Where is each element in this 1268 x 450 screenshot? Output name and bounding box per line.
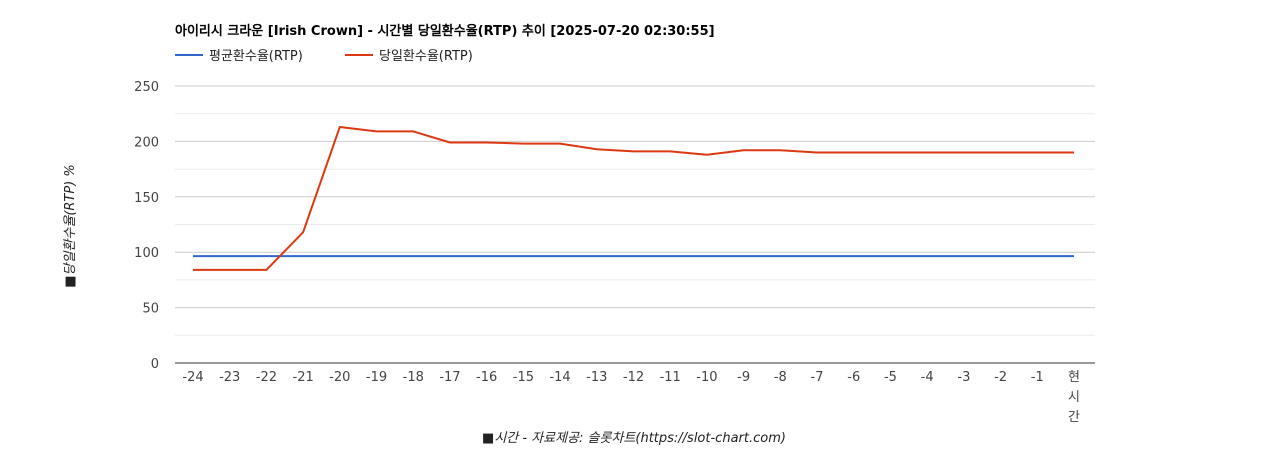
- legend-item-0[interactable]: 평균환수율(RTP): [175, 49, 303, 64]
- data-point[interactable]: [924, 253, 930, 259]
- series-lines: [190, 124, 1077, 273]
- data-point[interactable]: [961, 149, 967, 155]
- x-tick-label: -19: [366, 370, 387, 385]
- data-point[interactable]: [190, 253, 196, 259]
- data-point[interactable]: [851, 253, 857, 259]
- data-point[interactable]: [557, 253, 563, 259]
- data-point[interactable]: [1034, 149, 1040, 155]
- data-point[interactable]: [374, 128, 380, 134]
- data-point[interactable]: [410, 128, 416, 134]
- x-tick-label: -22: [256, 370, 277, 385]
- data-point[interactable]: [374, 253, 380, 259]
- data-point[interactable]: [410, 253, 416, 259]
- data-point[interactable]: [924, 149, 930, 155]
- y-tick-label: 150: [134, 191, 159, 206]
- x-tick-label: -16: [476, 370, 497, 385]
- data-point[interactable]: [337, 124, 343, 130]
- data-point[interactable]: [557, 141, 563, 147]
- data-point[interactable]: [887, 149, 893, 155]
- data-point[interactable]: [594, 146, 600, 152]
- data-point[interactable]: [777, 253, 783, 259]
- x-tick-label: -11: [660, 370, 681, 385]
- x-tick-label: -24: [182, 370, 203, 385]
- x-tick-label: -13: [586, 370, 607, 385]
- data-point[interactable]: [1034, 253, 1040, 259]
- x-tick-label: -2: [994, 370, 1007, 385]
- legend-label: 평균환수율(RTP): [209, 49, 303, 64]
- legend[interactable]: 평균환수율(RTP) 당일환수율(RTP): [175, 49, 473, 64]
- x-tick-label: -1: [1031, 370, 1044, 385]
- data-point[interactable]: [447, 140, 453, 146]
- data-point[interactable]: [263, 267, 269, 273]
- data-point[interactable]: [631, 148, 637, 154]
- x-tick-label: -6: [847, 370, 860, 385]
- data-point[interactable]: [851, 149, 857, 155]
- data-point[interactable]: [300, 229, 306, 235]
- x-tick-label: -10: [696, 370, 717, 385]
- y-axis-label: ■당일환수율(RTP) %: [63, 164, 78, 288]
- data-point[interactable]: [777, 147, 783, 153]
- x-tick-label: -7: [811, 370, 824, 385]
- data-point[interactable]: [961, 253, 967, 259]
- x-tick-label: -5: [884, 370, 897, 385]
- x-tick-label: -20: [329, 370, 350, 385]
- data-point[interactable]: [263, 253, 269, 259]
- legend-item-1[interactable]: 당일환수율(RTP): [345, 49, 473, 64]
- data-point[interactable]: [447, 253, 453, 259]
- data-point[interactable]: [594, 253, 600, 259]
- chart-title: 아이리시 크라운 [Irish Crown] - 시간별 당일환수율(RTP) …: [175, 23, 715, 39]
- x-tick-label: -9: [737, 370, 750, 385]
- data-point[interactable]: [1071, 149, 1077, 155]
- data-point[interactable]: [227, 253, 233, 259]
- series-line-1[interactable]: [193, 126, 1074, 271]
- x-axis-label: ■시간 - 자료제공: 슬롯차트(https://slot-chart.com): [482, 431, 786, 446]
- data-point[interactable]: [704, 152, 710, 158]
- data-point[interactable]: [814, 253, 820, 259]
- data-point[interactable]: [520, 253, 526, 259]
- data-point[interactable]: [667, 253, 673, 259]
- x-tick-label: -15: [513, 370, 534, 385]
- data-point[interactable]: [887, 253, 893, 259]
- data-point[interactable]: [190, 267, 196, 273]
- data-point[interactable]: [300, 253, 306, 259]
- data-point[interactable]: [227, 267, 233, 273]
- data-point[interactable]: [484, 253, 490, 259]
- x-tick-label: -18: [403, 370, 424, 385]
- data-point[interactable]: [1071, 253, 1077, 259]
- x-tick-label: -4: [921, 370, 934, 385]
- x-tick-label: -12: [623, 370, 644, 385]
- data-point[interactable]: [667, 148, 673, 154]
- gridlines: [175, 85, 1095, 336]
- axes: 0 50 100 150 200 250 -24 -23 -22 -21 -20 -19 -18 -17 -…: [134, 80, 1095, 425]
- legend-label: 당일환수율(RTP): [379, 49, 473, 64]
- data-point[interactable]: [337, 253, 343, 259]
- x-tick-label: -14: [549, 370, 570, 385]
- data-point[interactable]: [631, 253, 637, 259]
- y-tick-label: 250: [134, 80, 159, 95]
- y-tick-label: 50: [142, 302, 159, 317]
- data-point[interactable]: [814, 149, 820, 155]
- x-tick-label: -8: [774, 370, 787, 385]
- data-point[interactable]: [484, 140, 490, 146]
- data-point[interactable]: [741, 147, 747, 153]
- y-tick-label: 200: [134, 135, 159, 150]
- data-point[interactable]: [998, 149, 1004, 155]
- y-tick-label: 100: [134, 246, 159, 261]
- x-tick-label: -23: [219, 370, 240, 385]
- y-tick-label: 0: [151, 357, 159, 372]
- x-tick-label: -17: [439, 370, 460, 385]
- data-point[interactable]: [998, 253, 1004, 259]
- x-tick-label: -21: [293, 370, 314, 385]
- data-point[interactable]: [704, 253, 710, 259]
- data-point[interactable]: [520, 141, 526, 147]
- data-point[interactable]: [741, 253, 747, 259]
- x-tick-label: -3: [957, 370, 970, 385]
